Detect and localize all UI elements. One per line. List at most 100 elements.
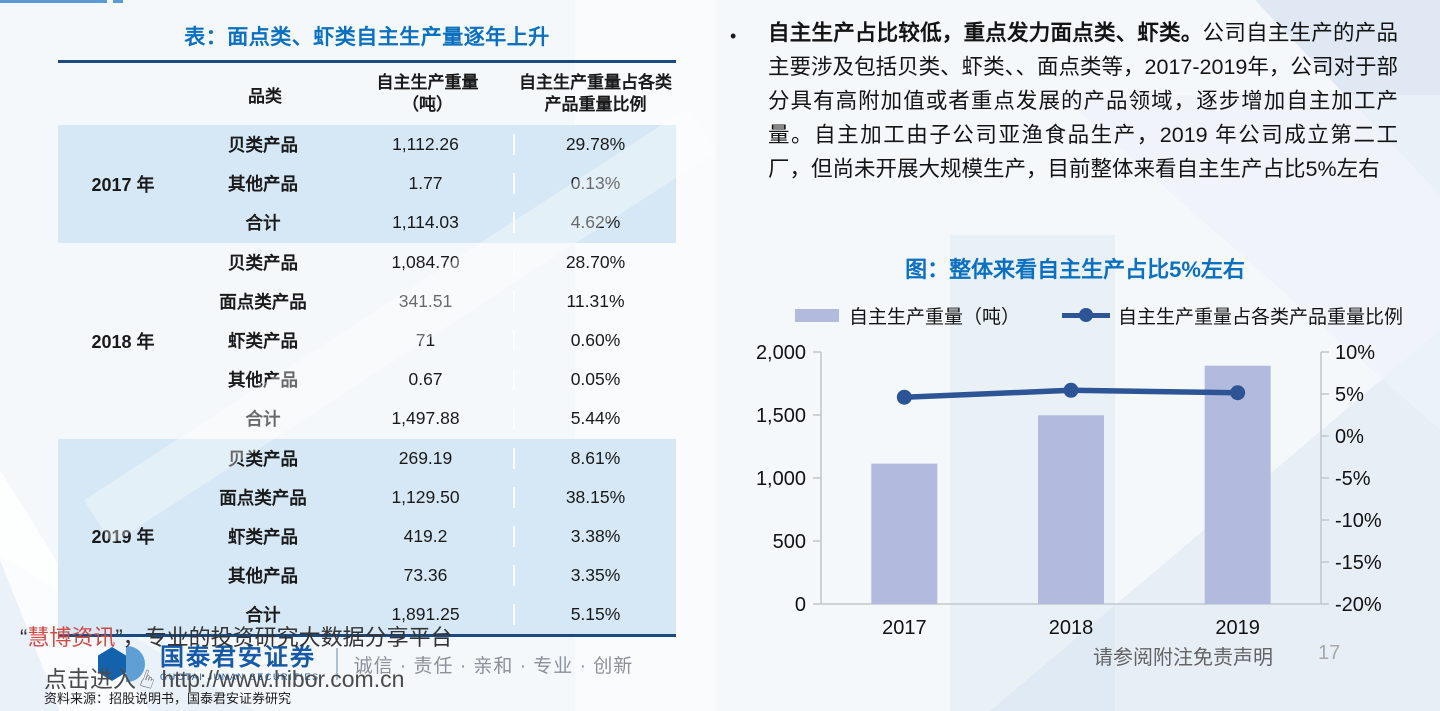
legend-bar-swatch-icon [795,309,839,322]
table-cell-category: 其他产品 [228,370,298,391]
table-cell-ratio: 28.70% [513,251,676,273]
bullet-paragraph: • 自主生产占比较低，重点发力面点类、虾类。公司自主生产的产品主要涉及包括贝类、… [722,16,1400,186]
table-row: 合计 1,891.25 5.15% [188,595,676,634]
ratio-point-2018 [1063,382,1079,398]
bullet-lead: 自主生产占比较低，重点发力面点类、虾类。 [768,21,1203,45]
hibor-url-link[interactable]: http://www.hibor.com.cn [161,666,405,692]
table-cell-ratio: 0.60% [513,330,676,352]
table-row: 贝类产品 1,112.26 29.78% [188,125,676,164]
bullet-text: 自主生产占比较低，重点发力面点类、虾类。公司自主生产的产品主要涉及包括贝类、虾类… [768,16,1398,186]
x-axis-category-label: 2018 [1049,617,1094,639]
table-cell-category: 贝类产品 [228,448,298,469]
table-cell-category: 面点类产品 [219,291,307,312]
bar-2018 [1038,415,1104,604]
table-cell-ratio: 29.78% [513,134,676,156]
table-cell-weight: 0.67 [408,369,443,390]
table-cell-weight: 1,497.88 [391,408,460,429]
table-cell-category: 贝类产品 [228,252,298,273]
table-cell-ratio: 5.15% [513,604,676,626]
right-axis-tick-label: -20% [1335,594,1382,616]
gtja-logo-en: GUOTAI JUNAN SECURITIES [160,672,320,682]
x-axis-category-label: 2019 [1215,617,1260,639]
x-axis-category-label: 2017 [882,617,927,639]
table-cell-category: 其他产品 [228,566,298,587]
table-cell-category: 合计 [245,409,281,430]
table-cell-category: 面点类产品 [219,487,307,508]
bar-2019 [1204,365,1271,604]
table-row: 虾类产品 419.2 3.38% [188,517,676,556]
table-cell-ratio: 4.62% [513,212,676,234]
table-row: 合计 1,497.88 5.44% [188,399,676,438]
table-cell-ratio: 0.13% [513,173,676,195]
table-cell-ratio: 3.35% [513,565,676,587]
left-axis-tick-label: 500 [773,531,806,553]
table-cell-ratio: 0.05% [513,369,676,391]
table-cell-weight: 71 [415,330,436,351]
table-cell-category: 合计 [245,213,281,234]
legend-line-label: 自主生产重量占各类产品重量比例 [1118,307,1404,328]
gtja-logo-text: 国泰君安证券 GUOTAI JUNAN SECURITIES [160,646,320,682]
left-axis-tick-label: 1,000 [756,468,806,490]
table-cell-ratio: 3.38% [513,525,676,547]
table-cell-category: 其他产品 [228,174,298,195]
bar-2017 [871,463,938,604]
gtja-logo-row: 国泰君安证券 GUOTAI JUNAN SECURITIES 诚信 · 责任 ·… [96,644,633,684]
table-year-group: 2019 年 贝类产品 269.19 8.61% 面点类产品 1,129.50 38.15%… [58,438,676,635]
table-cell-weight: 419.2 [403,525,448,546]
top-left-accent-line [0,0,107,3]
table-cell-ratio: 11.31% [513,290,676,312]
hibor-watermark-link-row: 点击进入☞http://www.hibor.com.cn [44,664,405,695]
right-axis-tick-label: -15% [1335,552,1382,574]
right-axis-tick-label: 5% [1335,384,1364,406]
table-bottom-border [58,634,676,638]
table-row: 合计 1,114.03 4.62% [188,203,676,242]
gtja-logo-icon [96,644,150,684]
bullet-body: 公司自主生产的产品主要涉及包括贝类、虾类、、面点类等，2017-2019年，公司… [768,21,1398,181]
bullet-marker: • [730,26,737,46]
left-axis-tick-label: 0 [795,594,806,616]
table-year-label: 2018 年 [91,331,155,352]
table-row: 虾类产品 71 0.60% [188,321,676,360]
production-table-panel: 表：面点类、虾类自主生产量逐年上升 品类 自主生产重量 （吨） 自主生产重量占各… [58,20,676,638]
table-title: 表：面点类、虾类自主生产量逐年上升 [184,26,550,49]
table-cell-weight: 1,114.03 [392,212,459,233]
top-left-accent-tick [113,0,123,3]
hibor-watermark-title: “慧博资讯”，专业的投资研究大数据分享平台 [20,625,453,650]
table-cell-category: 虾类产品 [228,526,298,547]
table-row: 贝类产品 1,084.70 28.70% [188,243,676,282]
disclaimer-note: 请参阅附注免责声明 [1093,647,1273,669]
hibor-brand: 慧博资讯 [27,625,116,650]
table-row: 其他产品 0.67 0.05% [188,360,676,399]
table-header-ratio: 自主生产重量占各类 产品重量比例 [519,73,672,114]
table-cell-category: 虾类产品 [228,331,298,352]
chart-title: 图：整体来看自主生产占比5%左右 [905,257,1245,282]
legend-line-marker-icon [1062,308,1111,322]
table-cell-category: 合计 [245,605,281,626]
table-cell-weight: 73.36 [403,565,448,586]
table-header-row: 品类 自主生产重量 （吨） 自主生产重量占各类 产品重量比例 [58,63,676,125]
table-row: 其他产品 73.36 3.35% [188,556,676,595]
table-cell-weight: 1,084.70 [391,251,460,272]
table-cell-weight: 1,112.26 [392,134,459,155]
chart-legend: 自主生产重量（吨） 自主生产重量占各类产品重量比例 [795,302,1403,329]
right-axis-tick-label: 10% [1335,342,1375,364]
ratio-point-2017 [896,389,912,405]
table-cell-category: 贝类产品 [228,135,298,156]
combo-bar-line-chart: 0 500 1,000 1,500 2,000 -20% -15% -10% -5% 0% 5% 10… [756,342,1382,639]
right-axis-tick-label: -5% [1335,468,1371,490]
table-cell-weight: 1,129.50 [391,486,460,507]
logo-divider [335,648,338,680]
gtja-tagline: 诚信 · 责任 · 亲和 · 专业 · 创新 [353,655,634,677]
left-axis-tick-label: 2,000 [756,342,806,364]
table-year-label: 2017 年 [91,174,155,195]
table-header-category: 品类 [248,86,282,106]
table-row: 面点类产品 1,129.50 38.15% [188,478,676,517]
table-header-weight: 自主生产重量 （吨） [376,73,479,114]
table-row: 其他产品 1.77 0.13% [188,164,676,203]
table-cell-weight: 269.19 [398,447,453,468]
table-row: 贝类产品 269.19 8.61% [188,439,676,478]
gtja-logo-cn: 国泰君安证券 [160,644,316,671]
table-cell-weight: 1,891.25 [391,604,460,625]
legend-line-dot-icon [1079,308,1094,322]
